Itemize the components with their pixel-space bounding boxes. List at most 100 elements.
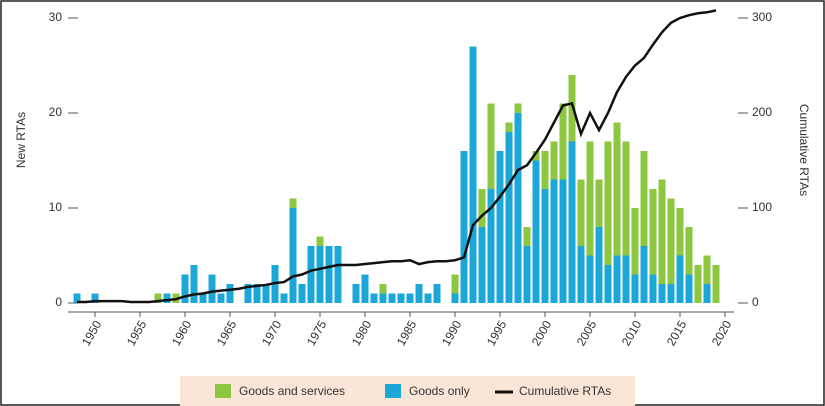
- bar: [460, 151, 468, 303]
- legend-label: Goods only: [409, 384, 470, 398]
- x-tick-label: 1995: [484, 318, 510, 348]
- bar: [388, 293, 396, 303]
- bar: [280, 293, 288, 303]
- bar: [622, 255, 630, 303]
- bar: [316, 246, 324, 303]
- x-tick-label: 1985: [394, 318, 420, 348]
- bar: [208, 274, 216, 303]
- bar: [424, 293, 432, 303]
- bar: [532, 160, 540, 303]
- bar: [676, 208, 684, 256]
- bar: [604, 265, 612, 303]
- bar: [667, 198, 675, 284]
- bar: [640, 151, 648, 246]
- bar: [154, 293, 162, 303]
- bar: [433, 284, 441, 303]
- bar: [703, 284, 711, 303]
- bar: [226, 284, 234, 303]
- bar: [451, 274, 459, 294]
- bar: [640, 246, 648, 303]
- bar: [703, 255, 711, 284]
- y-tick-label: 10: [49, 200, 63, 214]
- bar: [649, 189, 657, 275]
- legend-swatch: [385, 384, 401, 398]
- bar: [478, 189, 486, 227]
- bar: [604, 141, 612, 265]
- legend-label: Goods and services: [239, 384, 345, 398]
- bar: [685, 227, 693, 275]
- bar: [397, 293, 405, 303]
- bar: [487, 103, 495, 189]
- bar: [559, 103, 567, 180]
- bar: [568, 75, 576, 142]
- bar: [649, 274, 657, 303]
- bar: [469, 46, 477, 303]
- y-tick-label: 30: [49, 10, 63, 24]
- bar: [91, 293, 99, 303]
- legend-box: [180, 376, 635, 406]
- bar: [217, 293, 225, 303]
- x-tick-label: 1990: [439, 318, 465, 348]
- y2-tick-label: 300: [752, 10, 772, 24]
- bar: [316, 236, 324, 246]
- bar: [631, 208, 639, 275]
- x-tick-label: 1955: [124, 318, 150, 348]
- bar: [523, 227, 531, 246]
- bar: [613, 122, 621, 256]
- y2-tick-label: 100: [752, 200, 772, 214]
- x-tick-label: 1960: [169, 318, 195, 348]
- bar: [325, 246, 333, 303]
- bar: [379, 284, 387, 294]
- bar: [685, 274, 693, 303]
- y-tick-label: 20: [49, 105, 63, 119]
- bar: [694, 265, 702, 303]
- bar: [352, 284, 360, 303]
- bar: [361, 274, 369, 303]
- bar: [406, 293, 414, 303]
- x-tick-label: 2015: [664, 318, 690, 348]
- x-tick-label: 1950: [79, 318, 105, 348]
- x-tick-label: 1980: [349, 318, 375, 348]
- bar: [586, 141, 594, 256]
- bar: [307, 246, 315, 303]
- bar: [190, 265, 198, 303]
- x-tick-label: 2010: [619, 318, 645, 348]
- y2-tick-label: 200: [752, 105, 772, 119]
- bar: [334, 246, 342, 303]
- bar: [595, 227, 603, 303]
- bar: [415, 284, 423, 303]
- bar: [478, 227, 486, 303]
- legend-swatch: [215, 384, 231, 398]
- bar: [658, 284, 666, 303]
- bar: [73, 293, 81, 303]
- bar: [289, 198, 297, 208]
- bar: [667, 284, 675, 303]
- bar: [541, 151, 549, 189]
- bar: [550, 179, 558, 303]
- bar: [631, 274, 639, 303]
- x-tick-label: 1970: [259, 318, 285, 348]
- bar: [532, 151, 540, 161]
- y2-axis-label: Cumulative RTAs: [797, 104, 811, 196]
- x-tick-label: 1965: [214, 318, 240, 348]
- bar: [577, 246, 585, 303]
- bar: [289, 208, 297, 303]
- bar: [559, 179, 567, 303]
- bar: [550, 141, 558, 180]
- y-tick-label: 0: [55, 295, 62, 309]
- bar: [712, 265, 720, 303]
- bar: [496, 151, 504, 303]
- bar: [586, 255, 594, 303]
- bar: [262, 284, 270, 303]
- bar: [568, 141, 576, 303]
- bar: [622, 141, 630, 256]
- bar: [370, 293, 378, 303]
- bar: [505, 122, 513, 132]
- x-tick-label: 2000: [529, 318, 555, 348]
- bar: [613, 255, 621, 303]
- bar: [379, 293, 387, 303]
- cumulative-line: [77, 9, 717, 304]
- bar: [253, 284, 261, 303]
